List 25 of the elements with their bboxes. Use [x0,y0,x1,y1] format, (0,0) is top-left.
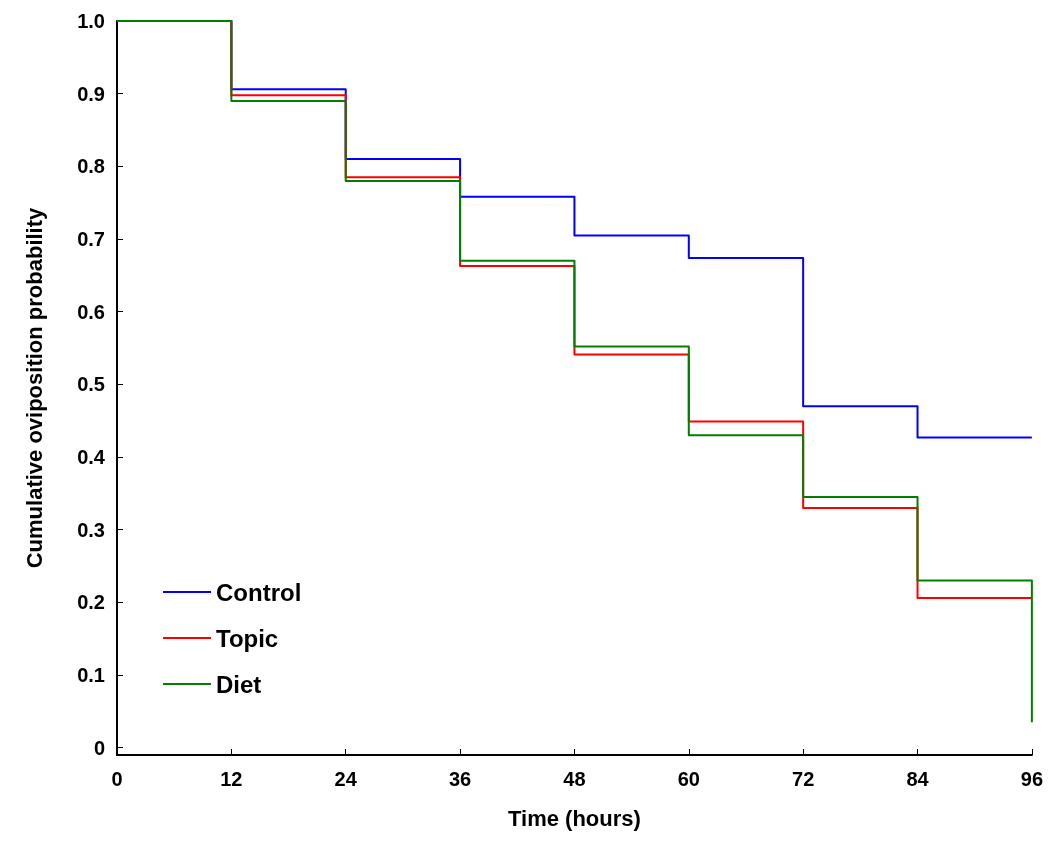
legend-label: Diet [216,670,262,698]
x-tick-label: 0 [111,768,123,790]
y-axis-title: Cumulative oviposition probability [21,206,47,569]
legend-label: Topic [216,624,279,652]
x-tick-label: 84 [906,768,930,790]
y-tick-label: 0.5 [77,373,105,396]
y-tick-label: 0.2 [77,591,105,614]
y-tick-label: 0.6 [77,300,105,323]
y-tick-label: 0.4 [77,446,106,469]
y-tick-label: 0 [93,736,105,759]
x-tick-label: 72 [792,768,815,790]
y-tick-label: 1.0 [77,10,105,32]
y-tick-label: 0.9 [77,82,105,105]
x-tick-label: 12 [220,768,243,790]
y-tick-label: 0.1 [77,664,105,687]
y-tick-label: 0.7 [77,228,105,251]
x-tick-label: 60 [677,768,700,790]
y-tick-label: 0.3 [77,518,105,541]
legend-label: Control [216,578,302,606]
x-tick-label: 96 [1020,768,1043,790]
x-tick-label: 24 [334,768,358,790]
x-tick-label: 36 [448,768,472,790]
x-tick-label: 48 [563,768,586,790]
x-axis-title: Time (hours) [508,805,641,831]
y-tick-label: 0.8 [77,155,105,178]
